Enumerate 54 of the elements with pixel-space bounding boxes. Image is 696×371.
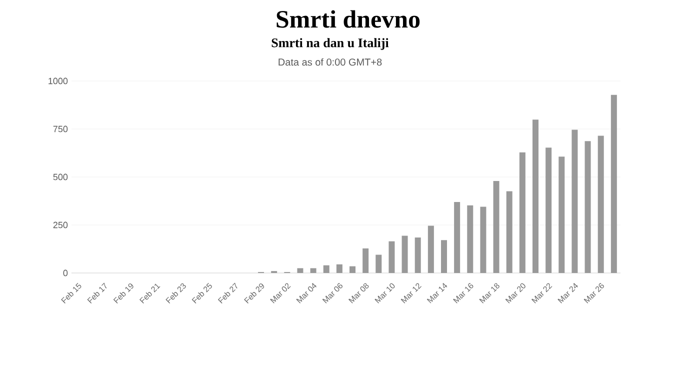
bar xyxy=(598,136,604,273)
x-tick-label: Mar 26 xyxy=(584,283,604,304)
x-tick-label: Mar 10 xyxy=(374,283,395,304)
x-tick-label: Feb 27 xyxy=(218,282,238,304)
bar xyxy=(414,237,421,273)
x-tick-label: Mar 14 xyxy=(426,282,448,304)
x-tick-label: Feb 23 xyxy=(166,283,186,304)
text: Data as of 0:00 GMT+8 xyxy=(278,58,382,66)
bar xyxy=(546,148,552,273)
y-tick-label: 500 xyxy=(53,174,68,180)
x-tick-label: Feb 17 xyxy=(87,282,107,304)
bar xyxy=(532,120,538,273)
x-tick-label: Mar 02 xyxy=(270,283,291,304)
chart-title: Smrti dnevno xyxy=(276,10,420,28)
bar xyxy=(336,264,342,273)
x-tick-label: Feb 21 xyxy=(140,284,160,304)
chart-subtitle: Smrti na dan u Italiji xyxy=(272,38,389,50)
bar xyxy=(350,266,356,273)
bar xyxy=(506,191,512,273)
bar xyxy=(310,268,316,273)
y-tick-label: 250 xyxy=(53,222,68,228)
x-tick-label: Mar 06 xyxy=(322,283,342,304)
y-tick-label: 750 xyxy=(53,126,68,132)
bar xyxy=(428,226,434,273)
x-tick-label: Mar 18 xyxy=(479,283,500,304)
x-tick-label: Mar 24 xyxy=(558,283,578,304)
bar xyxy=(558,156,565,273)
x-tick-label: Feb 25 xyxy=(192,282,212,304)
bar xyxy=(362,248,369,273)
x-tick-label: Feb 19 xyxy=(113,283,134,304)
y-tick-label: 1000 xyxy=(48,78,68,84)
x-tick-label: Feb 15 xyxy=(61,282,82,304)
bar xyxy=(467,205,474,273)
bar xyxy=(454,202,460,273)
x-tick-label: Mar 08 xyxy=(348,283,369,304)
bar xyxy=(584,141,591,273)
bar xyxy=(519,152,526,273)
y-tick-label: 0 xyxy=(63,270,68,276)
bar xyxy=(376,254,382,273)
bar xyxy=(572,130,578,273)
bar xyxy=(297,268,304,273)
x-tick-label: Mar 16 xyxy=(453,283,474,304)
bar xyxy=(480,206,486,273)
bar xyxy=(440,240,447,273)
bar xyxy=(388,241,395,273)
bar xyxy=(323,265,330,273)
bar xyxy=(402,236,408,273)
bar xyxy=(493,181,500,273)
x-tick-label: Mar 04 xyxy=(296,283,317,304)
x-tick-label: Mar 20 xyxy=(505,283,526,304)
x-tick-label: Mar 22 xyxy=(531,283,552,304)
bar xyxy=(610,94,617,273)
x-tick-label: Feb 29 xyxy=(244,283,264,304)
x-tick-label: Mar 12 xyxy=(400,283,422,304)
